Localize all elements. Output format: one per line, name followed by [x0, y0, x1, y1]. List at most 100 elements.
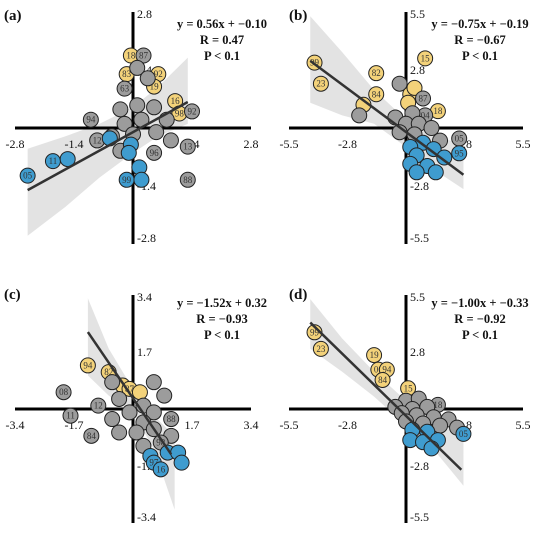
point-label: 95	[455, 148, 465, 158]
point-label: 98	[175, 109, 185, 119]
scatter-point	[184, 103, 200, 120]
panel-1: -2.8-1.41.42.82.81.4-1.4-2.8188783921963…	[4, 7, 267, 245]
y-tick-label: -5.5	[410, 231, 429, 245]
point-label: 15	[404, 383, 414, 393]
point-label: 92	[188, 106, 197, 116]
scatter-point	[408, 164, 425, 181]
y-tick-label: -2.8	[410, 459, 429, 473]
scatter-point	[120, 144, 137, 161]
scatter-point	[129, 59, 146, 76]
scatter-point	[19, 167, 36, 184]
scatter-point	[148, 124, 165, 141]
point-label: 96	[150, 148, 160, 158]
point-label: 15	[421, 53, 431, 63]
x-tick-label: 5.5	[516, 418, 531, 432]
point-label: 87	[125, 384, 135, 394]
scatter-point	[135, 47, 152, 64]
scatter-point	[121, 404, 138, 421]
scatter-point	[406, 79, 423, 96]
point-label: 87	[419, 93, 429, 103]
confidence-band	[87, 298, 175, 510]
scatter-point	[436, 149, 453, 166]
scatter-point	[451, 145, 468, 162]
point-label: 18	[433, 106, 443, 116]
x-tick-label: 1.7	[185, 418, 200, 432]
y-tick-label: -2.8	[410, 179, 429, 193]
y-tick-label: -3.4	[137, 510, 156, 524]
x-tick-label: -3.4	[6, 418, 25, 432]
y-tick-label: -2.8	[137, 231, 156, 245]
point-label: 08	[59, 387, 69, 397]
point-label: 87	[139, 51, 149, 61]
stats-annotation: P < 0.1	[462, 49, 498, 63]
point-label: 82	[104, 367, 113, 377]
point-label: 18	[433, 400, 443, 410]
scatter-point	[145, 404, 162, 421]
point-label: 12	[94, 401, 103, 411]
point-label: 05	[455, 134, 465, 144]
scatter-point	[391, 75, 408, 92]
scatter-point	[79, 357, 96, 374]
panel-3: -3.4 -1.7 1.7 3.43.41.7-1.7-3.4948287081112…	[4, 287, 267, 524]
point-label: 06	[374, 365, 384, 375]
panel-label: (a)	[4, 8, 22, 24]
point-label: 83	[122, 69, 132, 79]
point-label: 05	[23, 171, 33, 181]
scatter-point	[312, 340, 329, 357]
scatter-point	[139, 70, 156, 87]
point-label: 19	[150, 82, 160, 92]
scatter-point	[82, 111, 99, 128]
y-tick-label: 1.7	[137, 345, 152, 359]
fit-line	[86, 331, 173, 456]
scatter-point	[179, 171, 196, 188]
scatter-point	[129, 97, 146, 114]
scatter-point	[423, 120, 440, 136]
point-label: 88	[183, 175, 193, 185]
scatter-point	[312, 75, 329, 92]
stats-annotation: R = 0.47	[200, 33, 244, 47]
scatter-point	[145, 374, 162, 391]
y-tick-label: 5.5	[410, 7, 425, 21]
scatter-point	[104, 374, 121, 391]
fit-line	[309, 321, 463, 471]
x-tick-label: -1.4	[65, 137, 84, 151]
stats-annotation: P < 0.1	[204, 49, 240, 63]
scatter-point	[112, 101, 129, 118]
scatter-point	[133, 171, 150, 188]
x-tick-label: 2.8	[244, 137, 259, 151]
scatter-point	[55, 384, 72, 401]
stats-annotation: y = −1.00x + −0.33	[431, 296, 528, 310]
point-label: 18	[126, 51, 136, 61]
point-label: 23	[316, 344, 326, 354]
stats-annotation: R = −0.67	[454, 33, 505, 47]
scatter-point	[173, 454, 190, 471]
point-label: 16	[171, 96, 181, 106]
panel-4: -5.5-2.82.85.55.52.8-2.8-5.5992319069484…	[280, 287, 531, 524]
point-label: 13	[183, 142, 193, 152]
scatter-point	[131, 384, 148, 401]
stats-annotation: R = −0.93	[196, 312, 247, 326]
y-tick-label: 2.8	[410, 345, 425, 359]
scatter-point	[163, 411, 180, 428]
point-label: 19	[370, 350, 380, 360]
y-tick-label: 3.4	[137, 290, 152, 304]
scatter-point	[156, 387, 173, 404]
scatter-point	[152, 461, 169, 478]
confidence-band	[310, 299, 464, 486]
point-label: 94	[86, 115, 96, 125]
x-tick-label: 5.5	[516, 137, 531, 151]
y-tick-label: 2.8	[410, 63, 425, 77]
point-label: 88	[167, 414, 177, 424]
point-label: 98	[156, 438, 166, 448]
fit-line	[309, 59, 465, 176]
point-label: 11	[49, 156, 58, 166]
stats-annotation: P < 0.1	[204, 328, 240, 342]
point-label: 04	[421, 110, 431, 120]
point-label: 99	[122, 175, 132, 185]
panel-2: -5.5-2.82.85.55.52.8-2.8-5.5992315828487…	[280, 7, 531, 245]
x-tick-label: -2.8	[6, 137, 25, 151]
stats-annotation: y = 0.56x + −0.10	[177, 17, 267, 31]
scatter-point	[415, 90, 432, 107]
scatter-point	[83, 427, 100, 444]
scatter-point	[111, 390, 128, 407]
